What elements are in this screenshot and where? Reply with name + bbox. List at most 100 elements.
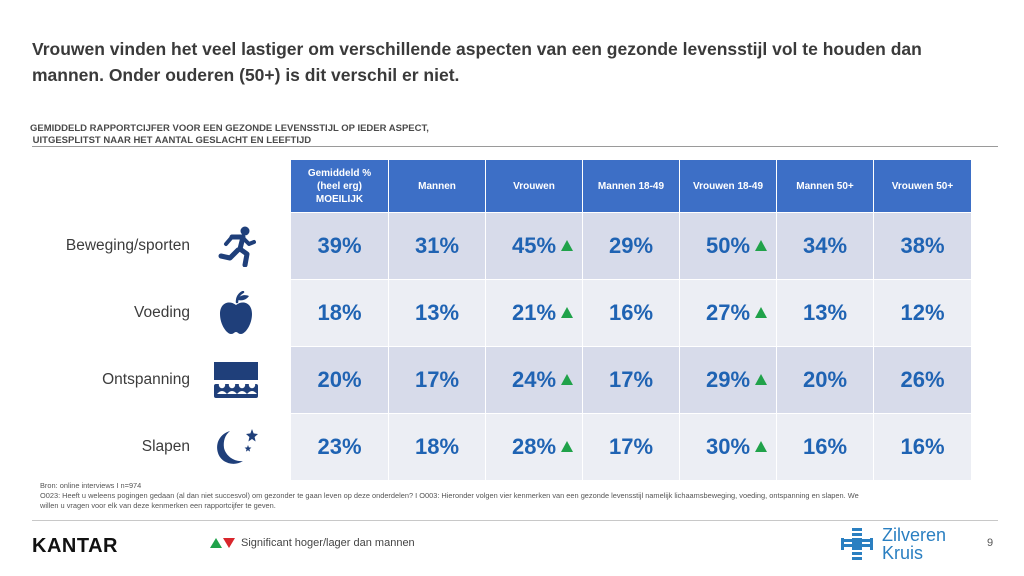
row-label: Voeding [133,303,190,321]
cell-value: 31% [414,233,460,258]
cell-value: 16% [608,300,654,325]
value-cell: 18% [291,279,389,346]
cell-value: 13% [414,300,460,325]
cell-value: 18% [317,300,362,325]
row-label: Ontspanning [102,370,190,388]
cell-value: 21% [511,300,557,325]
significant-higher-icon [561,307,573,318]
source-line: Bron: online interviews I n=974 [40,481,142,490]
cell-value: 17% [608,367,654,392]
significant-higher-icon [755,441,767,452]
cell-value: 30% [705,434,751,459]
value-cell: 26% [874,346,971,413]
cross-icon [841,528,873,560]
triangle-up-icon [210,538,222,548]
table-body: 39% 31% 45% 29% 50% 34% 38% 18% 13% 21% 16% 27% 13% 1… [291,212,971,480]
value-cell: 29% [680,346,777,413]
cell-value: 39% [317,233,362,258]
cell-value: 26% [900,367,945,392]
row-labels: Beweging/sporten Voeding Ontspanning Sla… [20,212,190,480]
table-row: 39% 31% 45% 29% 50% 34% 38% [291,212,971,279]
cell-value: 18% [414,434,460,459]
value-cell: 50% [680,212,777,279]
table-header-row: Gemiddeld % (heel erg) MOEILIJK Mannen V… [291,160,971,212]
cell-value: 16% [900,434,945,459]
significant-higher-icon [755,307,767,318]
legend-text: Significant hoger/lager dan mannen [241,537,415,549]
value-cell: 45% [486,212,583,279]
cell-value: 23% [317,434,362,459]
value-cell: 23% [291,413,389,480]
significance-legend: Significant hoger/lager dan mannen [210,537,415,549]
table-row: 18% 13% 21% 16% 27% 13% 12% [291,279,971,346]
cell-value: 34% [802,233,848,258]
value-cell: 27% [680,279,777,346]
table-row: 23% 18% 28% 17% 30% 16% 16% [291,413,971,480]
table-row: 20% 17% 24% 17% 29% 20% 26% [291,346,971,413]
cell-value: 20% [317,367,362,392]
significant-higher-icon [755,240,767,251]
value-cell: 16% [874,413,971,480]
divider [32,146,998,147]
zilveren-kruis-logo: Zilveren Kruis [840,526,946,562]
cell-value: 17% [608,434,654,459]
value-cell: 38% [874,212,971,279]
column-header: Mannen [389,160,486,212]
cell-value: 20% [802,367,848,392]
value-cell: 29% [583,212,680,279]
triangle-down-icon [223,538,235,548]
cell-value: 27% [705,300,751,325]
page-number: 9 [987,537,994,549]
value-cell: 17% [583,346,680,413]
cell-value: 24% [511,367,557,392]
value-cell: 20% [291,346,389,413]
question-text: willen u vragen voor elk van deze kenmer… [40,501,276,510]
moon-stars-icon [206,413,266,480]
cinema-audience-icon [206,346,266,413]
row-label: Slapen [141,437,190,455]
value-cell: 21% [486,279,583,346]
cell-value: 50% [705,233,751,258]
value-cell: 28% [486,413,583,480]
column-header: Vrouwen 50+ [874,160,971,212]
value-cell: 13% [777,279,874,346]
value-cell: 30% [680,413,777,480]
cell-value: 38% [900,233,945,258]
subtitle-line-1: GEMIDDELD RAPPORTCIJFER VOOR EEN GEZONDE… [30,123,429,134]
cell-value: 45% [511,233,557,258]
value-cell: 17% [583,413,680,480]
significant-higher-icon [561,441,573,452]
row-icons [206,212,266,480]
subtitle-line-2: UITGESPLITST NAAR HET AANTAL GESLACHT EN… [30,135,312,146]
cell-value: 29% [608,233,654,258]
cell-value: 12% [900,300,945,325]
value-cell: 24% [486,346,583,413]
apple-icon [206,279,266,346]
row-label: Beweging/sporten [65,236,190,254]
source-notes: Bron: online interviews I n=974 O023: He… [40,481,1000,511]
value-cell: 17% [389,346,486,413]
cell-value: 28% [511,434,557,459]
value-cell: 31% [389,212,486,279]
cell-value: 17% [414,367,460,392]
logo-text-line: Zilveren [882,525,947,545]
value-cell: 16% [583,279,680,346]
column-header: Vrouwen [486,160,583,212]
value-cell: 12% [874,279,971,346]
cell-value: 29% [705,367,751,392]
significant-higher-icon [755,374,767,385]
cell-value: 13% [802,300,848,325]
value-cell: 34% [777,212,874,279]
value-cell: 18% [389,413,486,480]
column-header: Gemiddeld % (heel erg) MOEILIJK [291,160,389,212]
chart-subtitle: GEMIDDELD RAPPORTCIJFER VOOR EEN GEZONDE… [30,123,429,147]
footer-divider [32,520,998,521]
significant-higher-icon [561,240,573,251]
value-cell: 13% [389,279,486,346]
cell-value: 16% [802,434,848,459]
column-header: Mannen 50+ [777,160,874,212]
logo-text-line: Kruis [882,543,924,563]
kantar-logo: KANTAR [32,535,118,557]
column-header: Vrouwen 18-49 [680,160,777,212]
running-person-icon [206,212,266,279]
